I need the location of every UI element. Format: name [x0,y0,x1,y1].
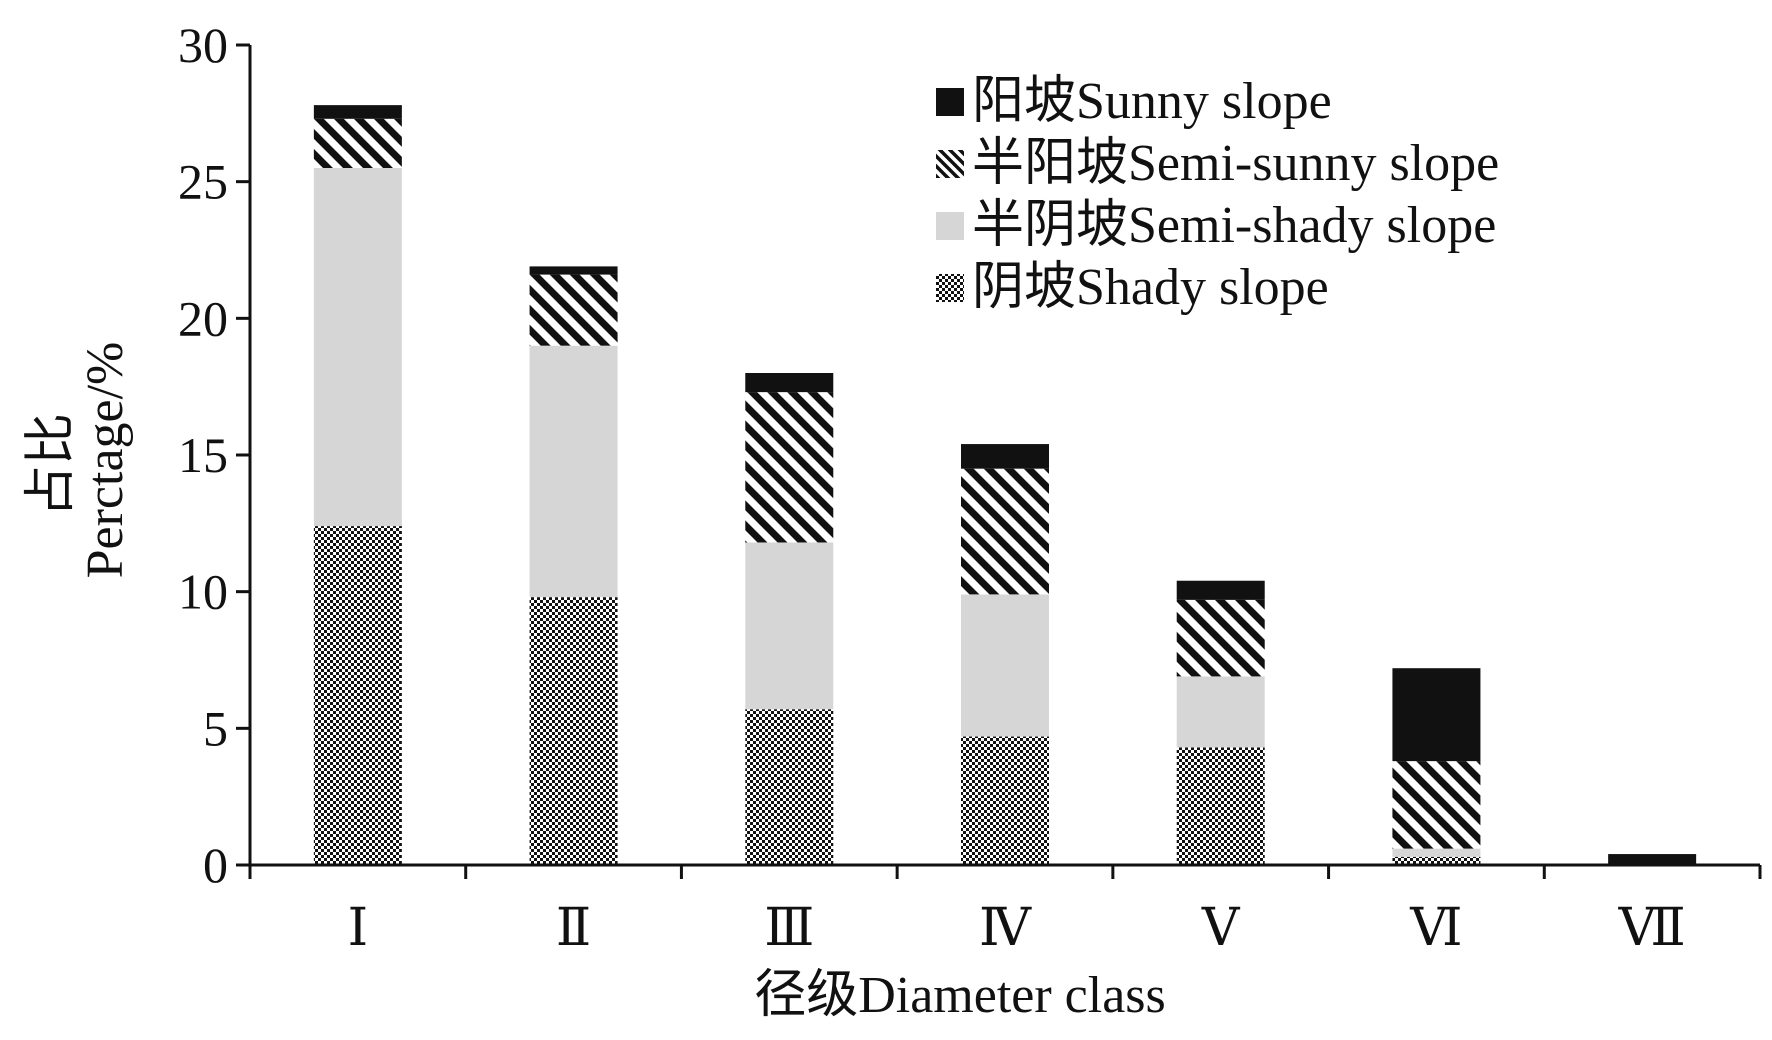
bar-segment [745,542,834,710]
bar-segment [961,594,1049,737]
bar-segment [529,274,618,346]
bar-stack [1392,668,1481,865]
x-tick-label: Ⅱ [556,900,591,957]
bar-segment [313,526,402,865]
bars-group [313,105,1697,865]
x-tick-label: Ⅴ [1201,900,1241,957]
y-tick-label: 25 [178,154,228,210]
legend-swatch [936,150,964,178]
y-tick-label: 0 [203,837,228,893]
y-tick-label: 30 [178,17,228,73]
legend-label: 阳坡Sunny slope [972,73,1332,130]
legend-swatch [936,88,964,116]
x-axis-title: 径级Diameter class [754,967,1166,1024]
legend-item: 半阳坡Semi-sunny slope [936,135,1499,192]
x-ticks: Ⅰ Ⅱ Ⅲ Ⅳ Ⅴ Ⅵ Ⅶ [248,865,1762,957]
bar-stack [1608,854,1697,865]
legend-item: 阴坡Shady slope [936,259,1329,316]
y-tick-label: 15 [178,427,228,483]
bar-segment [1392,761,1481,849]
y-tick-label: 20 [178,290,228,346]
bar-segment [745,709,834,865]
bar-segment [1176,580,1265,600]
bar-segment [1608,854,1697,865]
bar-segment [529,597,618,865]
bar-segment [1176,599,1265,677]
bar-segment [313,118,402,168]
y-axis-title-en: Perctage/% [77,342,134,579]
x-tick-label: Ⅲ [764,900,814,957]
bar-segment [529,345,618,598]
bar-segment [961,736,1049,865]
x-tick-label: Ⅵ [1409,900,1462,957]
legend-swatch [936,212,964,240]
bar-stack [1176,580,1265,865]
bar-segment [961,444,1049,469]
bar-segment [1392,668,1481,762]
x-tick-label: Ⅰ [348,900,369,957]
y-axis-title-cn: 占比 [23,413,80,517]
bar-segment [745,392,834,543]
bar-stack [745,373,834,865]
bar-segment [529,266,618,275]
legend-label: 半阴坡Semi-shady slope [972,197,1496,254]
legend-label: 半阳坡Semi-sunny slope [972,135,1499,192]
y-tick-label: 10 [178,564,228,620]
bar-segment [1176,676,1265,748]
bar-stack [529,266,618,865]
bar-segment [1392,848,1481,857]
bar-segment [1392,856,1481,865]
x-axis: Ⅰ Ⅱ Ⅲ Ⅳ Ⅴ Ⅵ Ⅶ [248,863,1762,957]
bar-segment [313,105,402,119]
y-ticks: 0 5 10 15 20 25 30 [178,17,250,893]
legend-item: 半阴坡Semi-shady slope [936,197,1496,254]
bar-segment [961,468,1049,595]
legend-item: 阳坡Sunny slope [936,73,1332,130]
y-axis-title: 占比 Perctage/% [23,342,134,579]
bar-stack [313,105,402,865]
bar-segment [1176,747,1265,865]
bar-segment [745,373,834,393]
legend-swatch [936,274,964,302]
bar-segment [313,168,402,527]
y-tick-label: 5 [203,700,228,756]
legend-label: 阴坡Shady slope [972,259,1329,316]
y-axis: 0 5 10 15 20 25 30 [178,17,252,893]
bar-stack [961,444,1049,865]
x-tick-label: Ⅳ [979,900,1032,957]
x-tick-label: Ⅶ [1618,900,1686,957]
